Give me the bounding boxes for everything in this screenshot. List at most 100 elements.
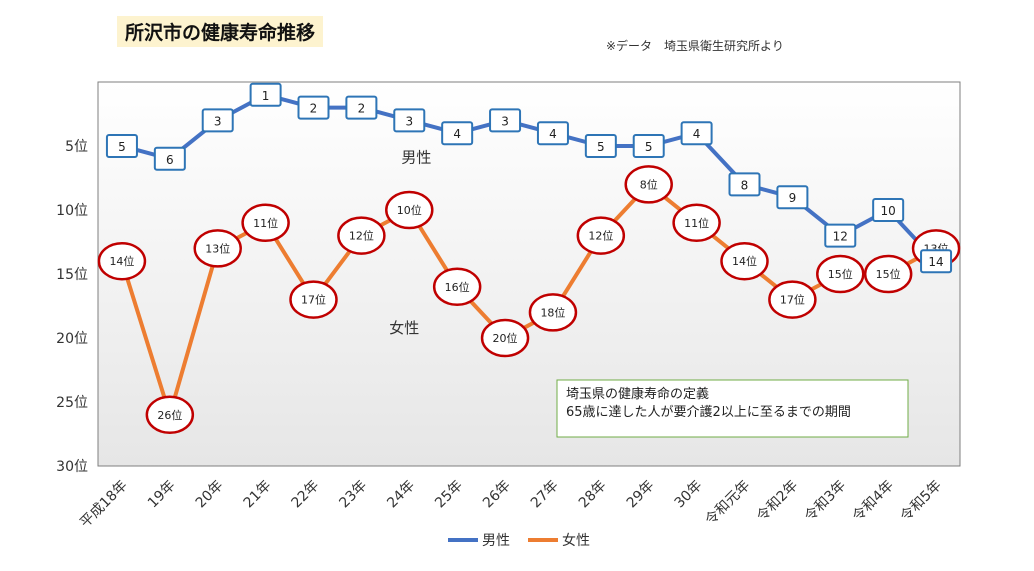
male-data-label: 2 [310,102,318,116]
male-point-marker [249,82,282,107]
male-data-label: 4 [453,127,461,141]
female-point-marker [528,293,578,332]
female-data-label: 14位 [732,254,757,268]
female-data-label: 15位 [828,267,853,281]
male-data-point: 2 [345,95,378,120]
male-data-label: 4 [549,127,557,141]
female-point-marker [863,254,913,294]
male-data-label: 3 [405,114,413,128]
data-source-note: ※データ 埼玉県衛生研究所より [606,39,784,53]
female-point-marker [241,203,290,243]
female-data-point: 14位 [97,241,147,281]
male-data-label: 2 [358,102,366,116]
male-series-label: 男性 [401,149,431,167]
female-data-point: 14位 [720,241,769,281]
female-data-point: 15位 [816,254,865,294]
male-data-point: 5 [584,134,617,158]
male-data-point: 4 [441,121,474,146]
female-point-marker [193,229,242,268]
definition-line-1: 埼玉県の健康寿命の定義 [566,386,709,402]
female-data-point: 11位 [672,203,721,243]
male-data-point: 3 [201,108,234,133]
male-data-label: 3 [501,114,509,128]
female-data-label: 14位 [109,254,134,268]
y-tick-label: 30位 [56,459,88,475]
x-tick-label: 令和2年 [754,478,801,525]
male-point-marker [920,249,953,274]
male-point-marker [153,146,186,171]
male-data-point: 4 [680,121,713,146]
male-point-marker [201,108,234,133]
x-tick-label: 27年 [528,478,562,512]
male-data-point: 6 [153,146,186,171]
x-tick-label: 24年 [384,478,418,512]
female-legend-label: 女性 [562,532,590,549]
male-data-label: 14 [928,255,943,269]
female-data-point: 17位 [768,280,817,319]
female-point-marker [289,280,338,319]
female-data-label: 16位 [445,280,470,294]
male-point-marker [536,121,569,146]
male-point-marker [680,121,713,146]
x-tick-label: 25年 [432,478,466,512]
male-data-point: 8 [728,172,761,197]
male-data-label: 3 [214,114,222,128]
male-data-point: 5 [105,134,138,158]
x-tick-label: 令和5年 [898,478,945,525]
male-data-point: 9 [776,185,809,210]
y-tick-label: 15位 [56,267,88,283]
male-data-point: 2 [297,95,330,120]
female-point-marker [432,267,482,307]
y-tick-label: 20位 [56,331,88,347]
y-tick-label: 10位 [56,203,88,219]
female-data-point: 26位 [145,395,195,435]
male-point-marker [872,198,905,222]
y-tick-label: 5位 [65,139,88,155]
female-point-marker [816,254,865,294]
x-tick-label: 29年 [624,478,658,512]
female-data-label: 13位 [205,241,230,255]
male-point-marker [584,134,617,158]
female-data-label: 18位 [540,305,565,319]
male-data-label: 8 [741,178,749,192]
female-data-point: 18位 [528,293,578,332]
male-point-marker [105,134,138,158]
x-tick-label: 26年 [480,478,514,512]
page-title: 所沢市の健康寿命推移 [117,16,324,47]
female-point-marker [576,216,626,255]
definition-box [556,379,909,438]
male-data-point: 3 [393,108,426,133]
female-point-marker [672,203,721,243]
female-data-label: 26位 [157,408,182,422]
female-point-marker [337,216,386,255]
male-data-point: 4 [536,121,569,146]
male-data-point: 1 [249,82,282,107]
female-data-label: 10位 [397,203,422,217]
male-data-label: 10 [881,204,896,218]
x-tick-label: 22年 [289,478,323,512]
x-tick-label: 28年 [576,478,610,512]
male-data-label: 1 [262,89,270,103]
female-data-label: 12位 [349,229,374,243]
x-tick-label: 令和4年 [850,478,897,525]
female-point-marker [97,241,147,281]
male-data-label: 6 [166,153,174,167]
male-data-label: 4 [693,127,701,141]
female-point-marker [720,241,769,281]
male-data-point: 12 [824,223,857,248]
female-data-label: 15位 [876,267,901,281]
male-point-marker [632,134,665,158]
female-data-point: 17位 [289,280,338,319]
female-data-point: 16位 [432,267,482,307]
female-data-point: 12位 [576,216,626,255]
male-data-point: 14 [920,249,953,274]
male-point-marker [345,95,378,120]
male-point-marker [489,108,522,133]
female-data-point: 10位 [385,190,434,230]
female-data-point: 8位 [624,165,673,204]
male-data-point: 5 [632,134,665,158]
male-point-marker [728,172,761,197]
female-point-marker [145,395,195,435]
x-tick-label: 23年 [336,478,370,512]
male-data-label: 12 [833,230,848,244]
